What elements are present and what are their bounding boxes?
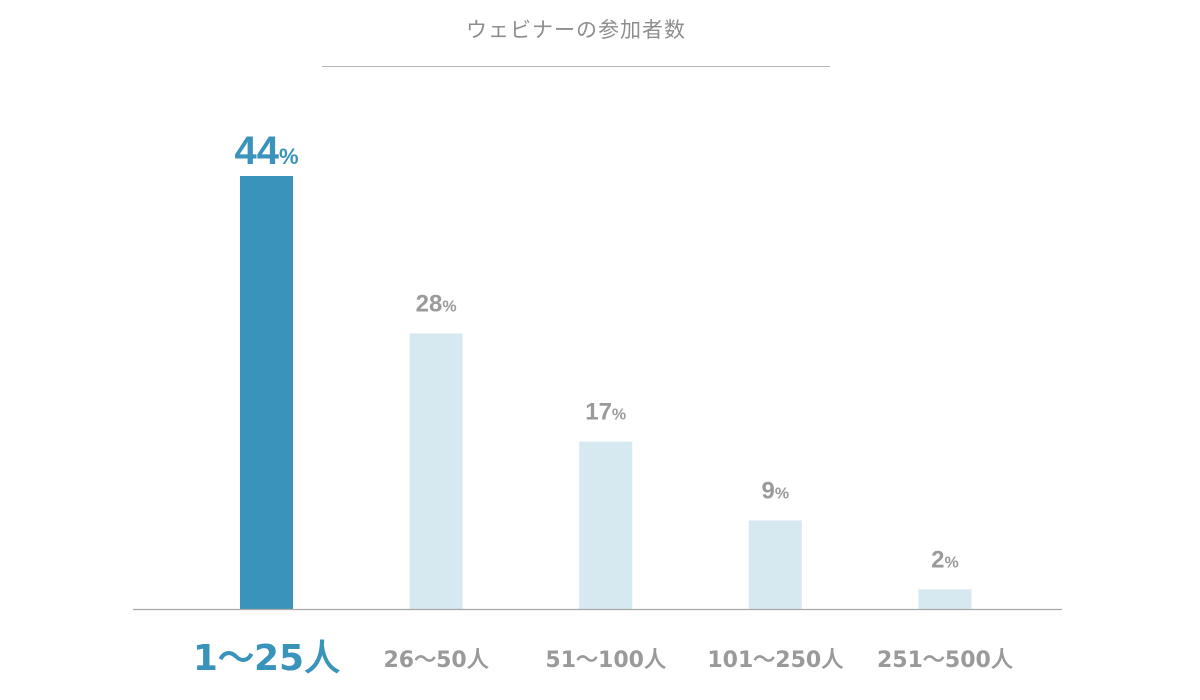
- category-label-1: 1〜25人: [193, 638, 340, 679]
- category-label-3: 51〜100人: [545, 648, 666, 673]
- bar-3: [579, 441, 633, 609]
- value-label-4: 9%: [762, 477, 790, 504]
- category-label-5: 251〜500人: [877, 648, 1013, 673]
- bar-5: [918, 589, 972, 609]
- value-label-1: 44%: [234, 129, 298, 173]
- title-underline: [322, 66, 830, 67]
- value-label-3: 17%: [585, 399, 626, 426]
- bar-2: [409, 333, 463, 609]
- bar-1: [240, 176, 293, 609]
- value-label-5: 2%: [931, 546, 959, 573]
- chart-title: ウェビナーの参加者数: [466, 18, 686, 42]
- value-label-2: 28%: [416, 290, 457, 317]
- category-label-4: 101〜250人: [707, 648, 843, 673]
- category-label-2: 26〜50人: [383, 648, 488, 673]
- bar-4: [748, 520, 802, 609]
